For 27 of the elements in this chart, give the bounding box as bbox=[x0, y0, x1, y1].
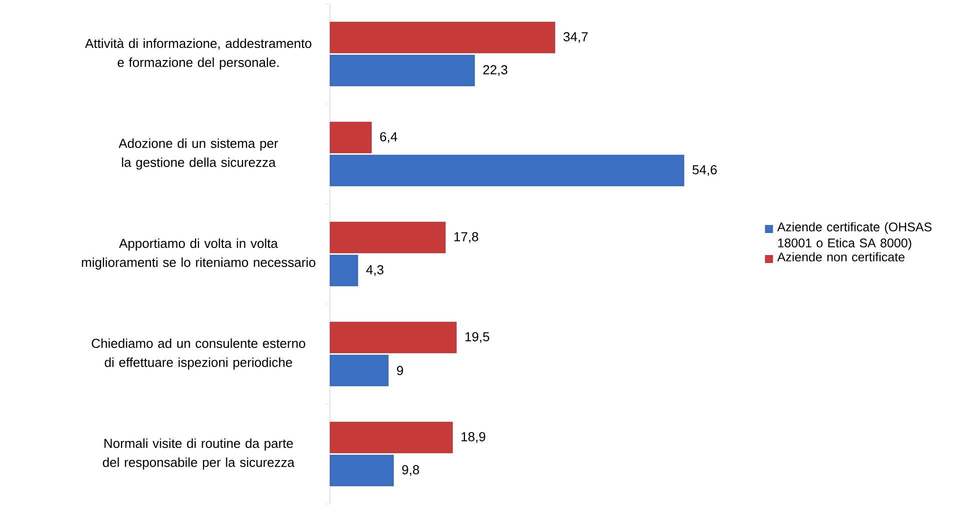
bar bbox=[330, 154, 684, 186]
y-tick-label: Chiediamo ad un consulente esterno di effettuare ispezioni periodiche bbox=[92, 338, 306, 370]
legend-label: Aziende certificate (OHSAS 18001 o Etica SA 8000) bbox=[777, 222, 932, 250]
bar bbox=[330, 222, 446, 254]
bar bbox=[330, 422, 453, 454]
legend-label: Aziende non certificate bbox=[777, 252, 904, 262]
bar bbox=[330, 22, 556, 54]
data-label: 18,9 bbox=[462, 432, 486, 443]
data-label: 6,4 bbox=[380, 132, 398, 143]
data-label: 34,7 bbox=[564, 32, 588, 43]
bar bbox=[330, 122, 372, 154]
data-label: 19,5 bbox=[465, 332, 490, 343]
data-label: 54,6 bbox=[692, 165, 717, 176]
bar bbox=[330, 54, 475, 86]
y-tick-label: Apportiamo di volta in volta miglioramenti se lo riteniamo necessario bbox=[82, 238, 316, 270]
data-label: 17,8 bbox=[454, 232, 478, 243]
y-tick-label: Adozione di un sistema per la gestione della sicurezza bbox=[118, 138, 278, 170]
data-label: 9 bbox=[396, 366, 403, 376]
bar bbox=[330, 454, 394, 486]
data-label: 4,3 bbox=[366, 265, 384, 276]
data-label: 9,8 bbox=[402, 465, 420, 476]
bar bbox=[330, 322, 457, 354]
bar bbox=[330, 354, 389, 386]
data-label: 22,3 bbox=[483, 65, 508, 76]
bar bbox=[330, 254, 358, 286]
y-tick-label: Attività di informazione, addestramento e formazione del personale. bbox=[85, 38, 312, 70]
y-tick-label: Normali visite di routine da parte del responsabile per la sicurezza bbox=[102, 438, 295, 470]
